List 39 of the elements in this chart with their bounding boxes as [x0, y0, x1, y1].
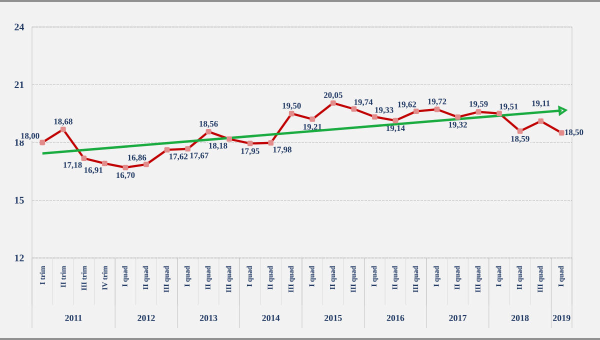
text: 2015: [324, 314, 342, 322]
text: 2019: [552, 314, 570, 322]
text: 2014: [262, 314, 280, 322]
y-tick-label: 12: [15, 254, 24, 262]
data-label: 17,98: [273, 146, 292, 154]
data-label: 16,70: [116, 172, 135, 180]
data-label: 17,18: [64, 162, 82, 170]
text: 2013: [200, 314, 218, 322]
data-label: 18,56: [200, 120, 218, 128]
data-label: 19,33: [375, 107, 394, 114]
text: 2012: [138, 314, 155, 322]
data-label: 17,95: [241, 148, 260, 156]
data-label: 19,72: [428, 98, 446, 106]
data-label: 18,00: [21, 133, 40, 140]
data-label: 17,67: [190, 152, 208, 160]
data-label: 20,05: [324, 92, 342, 100]
data-label: 19,21: [304, 124, 322, 131]
data-label: 18,59: [511, 136, 530, 143]
data-label: 19,51: [500, 104, 518, 111]
text: 2018: [511, 314, 529, 322]
data-label: 19,14: [386, 125, 405, 132]
data-label: 16,86: [128, 154, 146, 162]
data-label: 19,74: [354, 99, 373, 106]
data-label: 19,32: [448, 122, 467, 129]
data-label: 18,68: [54, 118, 72, 126]
data-label: 17,62: [169, 154, 188, 161]
y-tick-label: 15: [15, 196, 24, 204]
data-label: 19,62: [398, 102, 416, 109]
data-label: 18,18: [209, 142, 228, 150]
data-label: 18,50: [565, 129, 584, 136]
y-tick-label: 24: [14, 24, 24, 30]
data-label: 19,50: [282, 102, 301, 110]
data-label: 19,59: [470, 101, 488, 108]
y-tick-label: 21: [14, 81, 24, 88]
text: 2017: [449, 314, 467, 322]
text: 2016: [386, 314, 404, 322]
data-label: 16,91: [84, 167, 102, 174]
text: 2011: [65, 314, 82, 322]
data-label: 19,11: [532, 100, 550, 108]
